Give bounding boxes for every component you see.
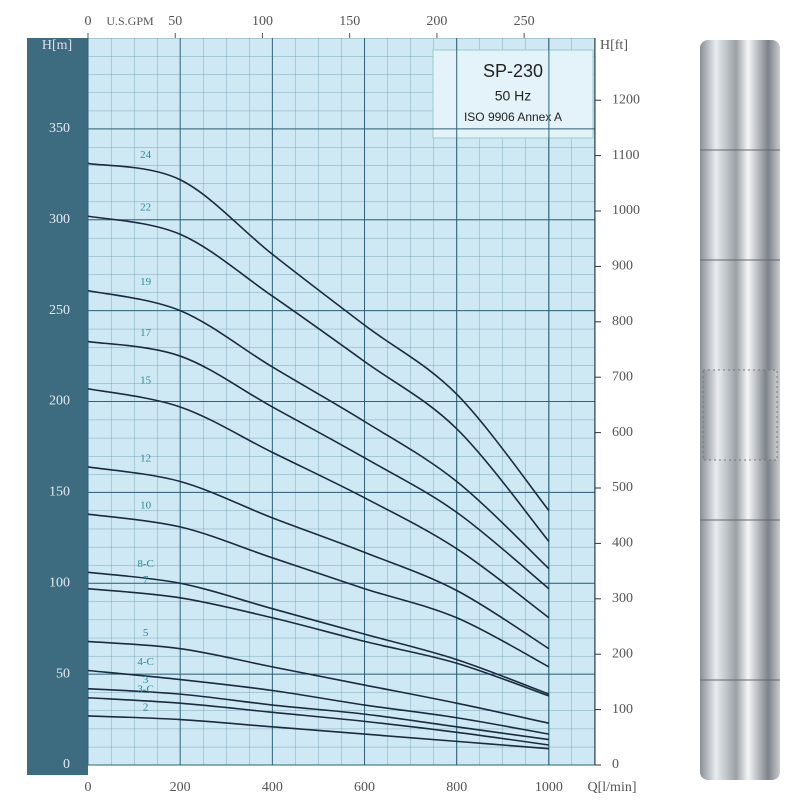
y-tick-label: 300	[49, 212, 70, 227]
curve-label: 15	[140, 374, 152, 386]
x2-tick-label: 50	[168, 14, 182, 29]
curve	[87, 466, 550, 650]
left-band	[27, 38, 88, 775]
curve	[87, 215, 550, 542]
y2-tick-label: 0	[612, 757, 619, 772]
y2-tick-label: 800	[612, 314, 633, 329]
x-tick-label: 600	[354, 780, 375, 795]
info-box: SP-230 50 Hz ISO 9906 Annex A	[432, 49, 594, 139]
y2-tick-label: 200	[612, 646, 633, 661]
curve	[87, 162, 550, 512]
y2-tick-label: 1000	[612, 203, 640, 218]
x2-tick-label: 200	[426, 14, 447, 29]
y-tick-label: 0	[63, 757, 70, 772]
curve	[87, 696, 550, 746]
curve-label: 3	[143, 674, 149, 686]
curve	[87, 587, 550, 697]
curve	[87, 715, 549, 750]
curve-label: 19	[140, 276, 152, 288]
annotation: ISO 9906 Annex A	[464, 110, 562, 124]
curve	[87, 340, 550, 590]
y2-tick-label: 500	[612, 480, 633, 495]
y-tick-label: 150	[49, 485, 70, 500]
x-tick-label: 200	[170, 780, 191, 795]
x2-tick-label: 250	[514, 14, 535, 29]
curve-label: 5	[143, 627, 149, 639]
y2-tick-label: 1100	[612, 148, 639, 163]
y-tick-label: 100	[49, 575, 70, 590]
curve-label: 3-C	[137, 683, 154, 695]
y2-tick-label: 400	[612, 536, 633, 551]
y-tick-label: 250	[49, 303, 70, 318]
x-tick-label: 800	[446, 780, 467, 795]
y2-tick-label: 1200	[612, 92, 640, 107]
curve	[87, 640, 550, 724]
y-axis-label: H[m]	[42, 38, 72, 53]
curve	[87, 289, 550, 570]
curve-label: 7	[143, 574, 149, 586]
curve-label: 8-C	[137, 558, 154, 570]
x-tick-label: 0	[85, 780, 92, 795]
y-tick-label: 50	[56, 666, 70, 681]
y2-tick-label: 600	[612, 425, 633, 440]
x2-tick-label: 150	[339, 14, 360, 29]
curve-label: 10	[140, 500, 152, 512]
curve	[87, 571, 550, 695]
curve	[87, 513, 550, 668]
info-box-bg	[432, 49, 594, 139]
x2-axis-label: U.S.GPM	[106, 14, 154, 28]
y2-tick-label: 700	[612, 369, 633, 384]
x-tick-label: 1000	[535, 780, 563, 795]
curve-label: 2	[143, 701, 149, 713]
y-tick-label: 350	[49, 121, 70, 136]
x2-tick-label: 100	[252, 14, 273, 29]
y2-tick-label: 100	[612, 702, 633, 717]
title: SP-230	[483, 61, 543, 81]
y2-tick-label: 300	[612, 591, 633, 606]
pump-inlet	[702, 369, 778, 461]
y2-tick-label: 900	[612, 259, 633, 274]
subtitle: 50 Hz	[495, 88, 532, 104]
curve	[87, 687, 550, 741]
curve-label: 4-C	[137, 656, 154, 668]
x2-tick-label: 0	[85, 14, 92, 29]
x-axis-label: Q[l/min]	[588, 780, 637, 795]
pump-image	[700, 40, 780, 780]
y-tick-label: 200	[49, 394, 70, 409]
curve	[87, 387, 550, 619]
curve	[87, 669, 550, 735]
y2-axis-label: H[ft]	[600, 38, 628, 53]
x-tick-label: 400	[262, 780, 283, 795]
curve-label: 17	[140, 327, 152, 339]
curve-label: 12	[140, 452, 151, 464]
curve-label: 22	[140, 202, 151, 214]
curve-label: 24	[140, 149, 152, 161]
